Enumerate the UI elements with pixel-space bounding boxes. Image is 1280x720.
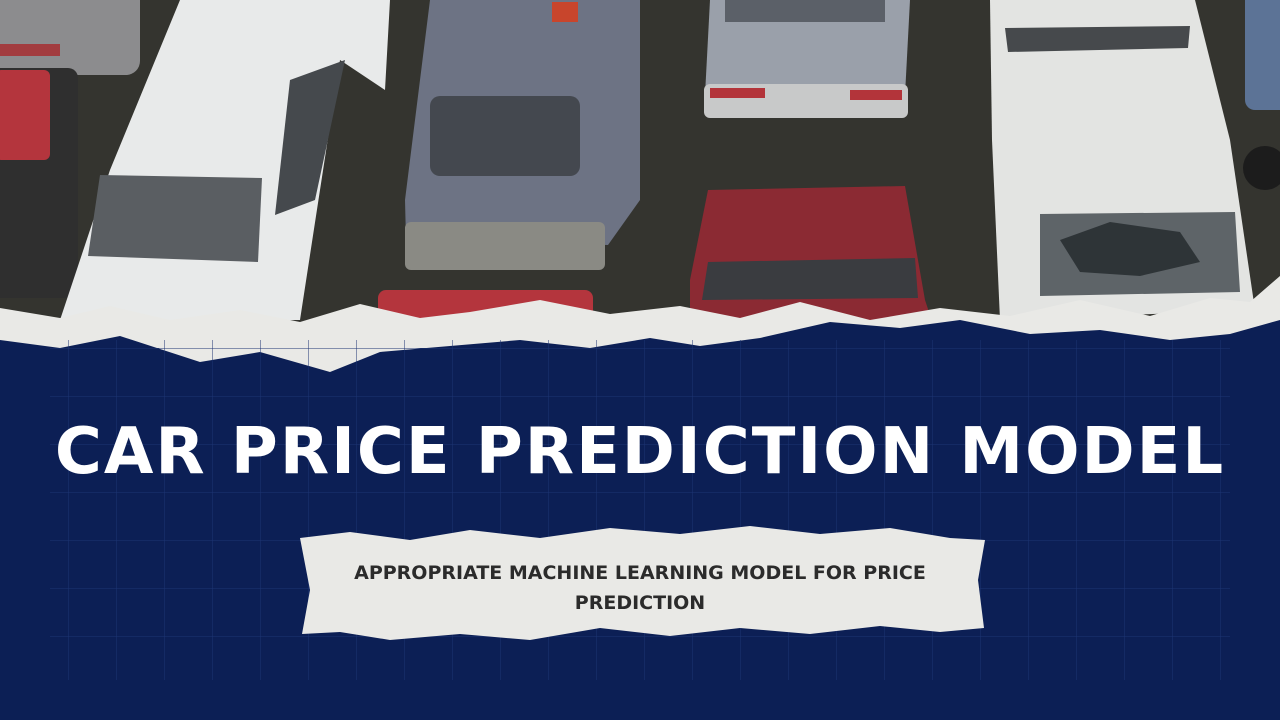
white-sedan-right-broken-window xyxy=(990,0,1255,320)
subtitle: APPROPRIATE MACHINE LEARNING MODEL FOR P… xyxy=(354,562,926,614)
page-title: CAR PRICE PREDICTION MODEL xyxy=(54,415,1226,489)
red-sedan-center xyxy=(690,186,935,330)
silver-sedan-top xyxy=(704,0,910,118)
junkyard-cars-photo xyxy=(0,0,1280,330)
grey-car-top-left xyxy=(0,0,140,75)
white-sedan-left xyxy=(60,0,390,320)
grey-blue-sedan xyxy=(405,0,640,270)
blue-car-right-edge xyxy=(1243,0,1280,190)
red-car-left-edge xyxy=(0,68,78,298)
paper-strip xyxy=(300,526,985,640)
